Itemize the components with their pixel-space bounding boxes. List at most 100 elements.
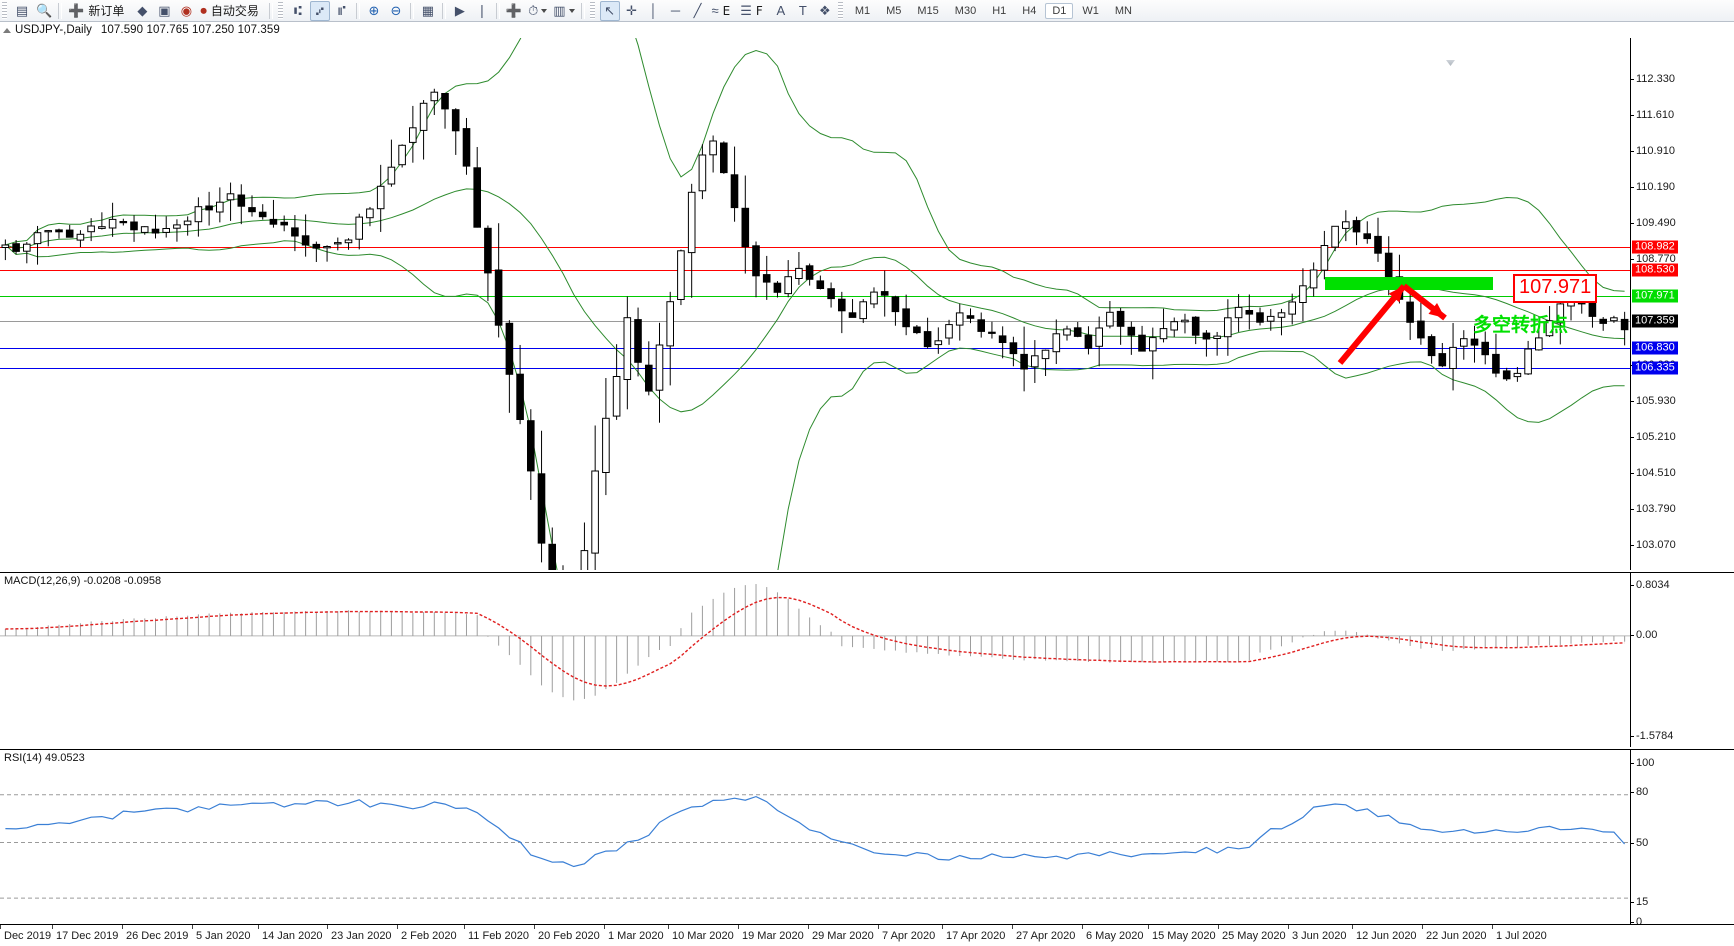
price-level-line[interactable] — [0, 348, 1630, 349]
date-axis-label: 25 May 2020 — [1222, 930, 1286, 942]
date-axis[interactable]: Dec 2019 17 Dec 2019 26 Dec 2019 5 Jan 2020… — [0, 924, 1734, 946]
highlight-rectangle[interactable] — [1325, 277, 1493, 290]
equidistant-channel-tool-icon[interactable]: ≈ E — [710, 1, 737, 21]
timeframe-d1[interactable]: D1 — [1045, 2, 1074, 19]
auto-scroll-icon[interactable]: ▶ — [450, 1, 470, 21]
macd-pane[interactable]: MACD(12,26,9) -0.0208 -0.0958 0.8034 0.00… — [0, 572, 1734, 747]
timeframe-m30[interactable]: M30 — [954, 4, 977, 17]
macd-plot-area[interactable] — [0, 573, 1734, 747]
bar-chart-icon[interactable]: ⑆ — [288, 1, 308, 21]
date-axis-label: 22 Jun 2020 — [1426, 930, 1487, 942]
vertical-line-tool-icon: │ — [649, 3, 658, 18]
zoom-in-icon: ⊕ — [368, 2, 380, 18]
toolbar-separator — [268, 2, 273, 19]
trend-arrow[interactable] — [1337, 284, 1407, 365]
toolbar-grip[interactable] — [589, 2, 595, 19]
timeframe-w1[interactable]: W1 — [1082, 4, 1099, 17]
toolbar-grip[interactable] — [2, 2, 7, 19]
rsi-pane[interactable]: RSI(14) 49.0523 100 80 50 15 0 — [0, 749, 1734, 928]
mql-community-icon: ◆ — [137, 2, 148, 18]
date-tick — [808, 925, 809, 929]
terminal-icon[interactable]: ▣ — [154, 1, 174, 21]
indicators-icon[interactable]: ➕ — [504, 1, 524, 21]
auto-trading-button[interactable]: ⏺ 自动交易 — [198, 1, 265, 21]
price-level-tag[interactable]: 106.830 — [1632, 341, 1678, 355]
trend-arrow[interactable] — [1402, 283, 1447, 321]
date-axis-label: 19 Mar 2020 — [742, 930, 804, 942]
date-axis-label: Dec 2019 — [4, 930, 52, 942]
timeframe-m15[interactable]: M15 — [917, 4, 939, 17]
price-level-line[interactable] — [0, 368, 1630, 369]
timeframe-m1[interactable]: M1 — [854, 4, 871, 17]
price-plot-area[interactable]: 107.971 多空转折点 — [0, 38, 1734, 570]
date-tick — [878, 925, 879, 929]
market-watch-icon[interactable]: ▤ — [12, 1, 32, 21]
templates-icon[interactable]: ▥ — [551, 1, 576, 21]
timeframe-m5[interactable]: M5 — [886, 4, 902, 17]
line-chart-icon[interactable]: ⑈ — [332, 1, 352, 21]
price-level-tag[interactable]: 107.359 — [1632, 314, 1678, 328]
main-toolbar[interactable]: ▤ 🔍 ➕ 新订单 ◆ ▣ ◉ ⏺ 自动交易 ⑆ ⑇ ⑈ ⊕ ⊖ ▦ ▶ ❘ ➕ ⏱ ▥ ↖ ✛ │ ─ ╱ ≈ E ☰ F A T ❖ M1 M… — [0, 0, 1734, 22]
candlestick-chart-icon[interactable]: ⑇ — [309, 0, 330, 21]
text-label-tool-icon[interactable]: T — [793, 1, 813, 21]
axis-tick-label: 105.930 — [1631, 395, 1676, 407]
price-level-tag[interactable]: 107.971 — [1632, 289, 1678, 303]
price-pane[interactable]: 107.971 多空转折点 112.330 111.610 110.910 110.19… — [0, 38, 1734, 659]
date-axis-label: 12 Jun 2020 — [1356, 930, 1417, 942]
trendline-tool-icon[interactable]: ╱ — [688, 1, 708, 21]
horizontal-line-tool-icon[interactable]: ─ — [666, 1, 686, 21]
price-level-tag[interactable]: 106.335 — [1632, 361, 1678, 375]
zoom-out-icon[interactable]: ⊖ — [386, 1, 406, 21]
price-level-line[interactable] — [0, 247, 1630, 248]
date-axis-label: 11 Feb 2020 — [468, 930, 529, 942]
date-axis-label: 20 Feb 2020 — [538, 930, 600, 942]
chart-shift-icon[interactable]: ▦ — [418, 1, 438, 21]
zoom-in-icon[interactable]: ⊕ — [364, 1, 384, 21]
text-tool-icon[interactable]: A — [771, 1, 791, 21]
price-level-line[interactable] — [0, 321, 1630, 322]
date-tick — [1082, 925, 1083, 929]
rsi-plot-area[interactable] — [0, 750, 1734, 924]
date-axis-label: 17 Apr 2020 — [946, 930, 1006, 942]
crosshair-tool-icon[interactable]: ✛ — [622, 1, 642, 21]
shapes-tool-icon: ❖ — [819, 2, 831, 18]
timeframe-mn[interactable]: MN — [1114, 4, 1132, 17]
terminal-icon: ▣ — [158, 2, 171, 18]
axis-tick-label: 111.610 — [1630, 109, 1675, 121]
axis-tick-label: 103.070 — [1631, 539, 1676, 551]
date-axis-label: 7 Apr 2020 — [882, 930, 936, 942]
new-order-button[interactable]: ➕ 新订单 — [66, 1, 130, 21]
price-level-tag[interactable]: 108.982 — [1632, 240, 1678, 254]
price-level-line[interactable] — [0, 270, 1630, 271]
chart-shift-end-icon[interactable]: ❘ — [472, 1, 492, 21]
collapse-triangle-icon[interactable] — [3, 27, 11, 33]
timeframe-h1[interactable]: H1 — [992, 4, 1007, 17]
vertical-line-tool-icon[interactable]: │ — [644, 1, 664, 21]
data-window-icon[interactable]: 🔍 — [34, 1, 54, 21]
chart-container[interactable]: 107.971 多空转折点 112.330 111.610 110.910 110.19… — [0, 38, 1734, 946]
date-tick — [464, 925, 465, 929]
chevron-down-icon[interactable] — [541, 8, 548, 13]
toolbar-grip[interactable] — [837, 2, 843, 19]
cursor-tool-icon[interactable]: ↖ — [599, 0, 620, 21]
toolbar-grip[interactable] — [277, 2, 283, 19]
price-axis[interactable]: 112.330 111.610 110.910 110.190 109.490 108.7… — [1630, 38, 1734, 659]
annotation-overlay[interactable] — [0, 38, 1734, 570]
shapes-tool-icon[interactable]: ❖ — [815, 1, 835, 21]
market-watch-icon: ▤ — [15, 2, 29, 18]
periods-icon[interactable]: ⏱ — [526, 1, 549, 21]
date-tick — [1012, 925, 1013, 929]
fibonacci-tool-icon[interactable]: ☰ F — [738, 1, 769, 21]
date-axis-label: 2 Feb 2020 — [401, 930, 457, 942]
signals-icon: ◉ — [180, 2, 193, 18]
bar-chart-icon: ⑆ — [294, 3, 302, 18]
mql-community-icon[interactable]: ◆ — [132, 1, 152, 21]
price-level-line[interactable] — [0, 296, 1630, 297]
price-annotation-box[interactable]: 107.971 — [1513, 274, 1598, 303]
timeframe-h4[interactable]: H4 — [1022, 4, 1037, 17]
axis-tick-label: 109.490 — [1631, 217, 1676, 229]
chinese-annotation-text[interactable]: 多空转折点 — [1473, 314, 1569, 336]
signals-icon[interactable]: ◉ — [176, 1, 196, 21]
chevron-down-icon[interactable] — [568, 8, 575, 13]
price-level-tag[interactable]: 108.530 — [1632, 263, 1678, 277]
